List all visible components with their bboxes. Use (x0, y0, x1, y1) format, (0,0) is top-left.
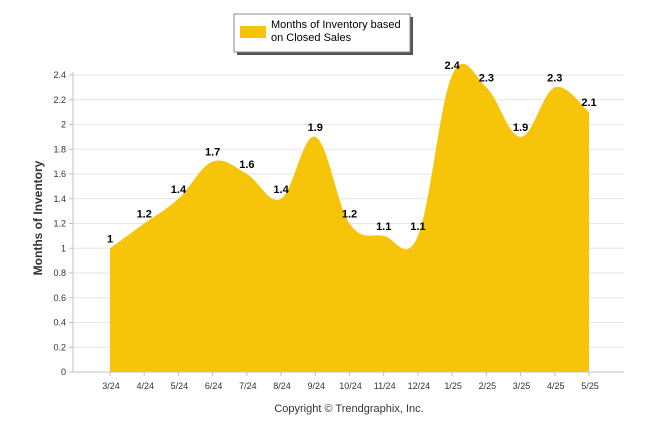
y-tick-label: 0.6 (53, 293, 66, 303)
x-tick-label: 9/24 (308, 381, 326, 391)
axes (72, 72, 624, 376)
x-tick-label: 3/24 (102, 381, 120, 391)
y-tick-label: 0.8 (53, 268, 66, 278)
legend: Months of Inventory based on Closed Sale… (233, 13, 413, 55)
x-tick-labels: 3/24 4/24 5/24 6/24 7/24 8/24 9/24 10/24 11/24 12… (102, 381, 599, 391)
legend-label-line2: on Closed Sales (271, 32, 352, 44)
data-label: 1 (107, 233, 113, 245)
y-tick-labels: 0 0.2 0.4 0.6 0.8 1 1.2 1.4 1.6 1.8 2 2.2 2.4 (53, 70, 66, 377)
y-axis-title: Months of Inventory (31, 160, 45, 275)
data-label: 2.3 (479, 72, 494, 84)
data-label: 1.6 (239, 159, 254, 171)
x-tick-label: 2/25 (479, 381, 497, 391)
x-tick-label: 7/24 (239, 381, 257, 391)
y-tick-label: 0 (61, 367, 66, 377)
data-label: 1.4 (273, 184, 289, 196)
data-label: 1.4 (171, 184, 187, 196)
x-tick-label: 3/25 (513, 381, 531, 391)
copyright-caption: Copyright © Trendgraphix, Inc. (274, 403, 423, 415)
data-label: 1.1 (410, 221, 425, 233)
y-tick-label: 2 (61, 120, 66, 130)
x-tick-label: 1/25 (444, 381, 462, 391)
x-tick-label: 8/24 (273, 381, 291, 391)
y-tick-label: 1.4 (53, 194, 66, 204)
y-tick-label: 1.2 (53, 219, 66, 229)
x-tick-label: 12/24 (408, 381, 431, 391)
data-label: 2.3 (547, 72, 562, 84)
data-label: 1.2 (342, 209, 357, 221)
data-labels: 1 1.2 1.4 1.7 1.6 1.4 1.9 1.2 1.1 1.1 2.4 2.3 1.9 2.3… (107, 60, 597, 245)
x-tick-label: 11/24 (374, 381, 396, 391)
x-tick-label: 4/24 (136, 381, 154, 391)
y-tick-label: 1.8 (53, 144, 66, 154)
series-area-path (110, 63, 589, 373)
y-tick-label: 1 (61, 243, 66, 253)
data-label: 2.1 (581, 97, 596, 109)
x-tick-label: 6/24 (205, 381, 223, 391)
series-area (110, 63, 589, 373)
data-label: 1.1 (376, 221, 391, 233)
legend-label-line1: Months of Inventory based (271, 19, 401, 31)
x-tick-label: 10/24 (339, 381, 362, 391)
x-tick-label: 5/24 (171, 381, 189, 391)
data-label: 1.9 (308, 122, 323, 134)
x-tick-label: 5/25 (581, 381, 599, 391)
x-tick-label: 4/25 (547, 381, 565, 391)
legend-swatch (240, 26, 266, 38)
y-tick-label: 2.2 (53, 95, 66, 105)
y-tick-label: 2.4 (53, 70, 66, 80)
y-tick-label: 0.2 (53, 342, 66, 352)
data-label: 1.2 (137, 209, 152, 221)
data-label: 1.9 (513, 122, 528, 134)
data-label: 1.7 (205, 147, 220, 159)
y-tick-label: 1.6 (53, 169, 66, 179)
data-label: 2.4 (444, 60, 460, 72)
y-tick-label: 0.4 (53, 318, 66, 328)
